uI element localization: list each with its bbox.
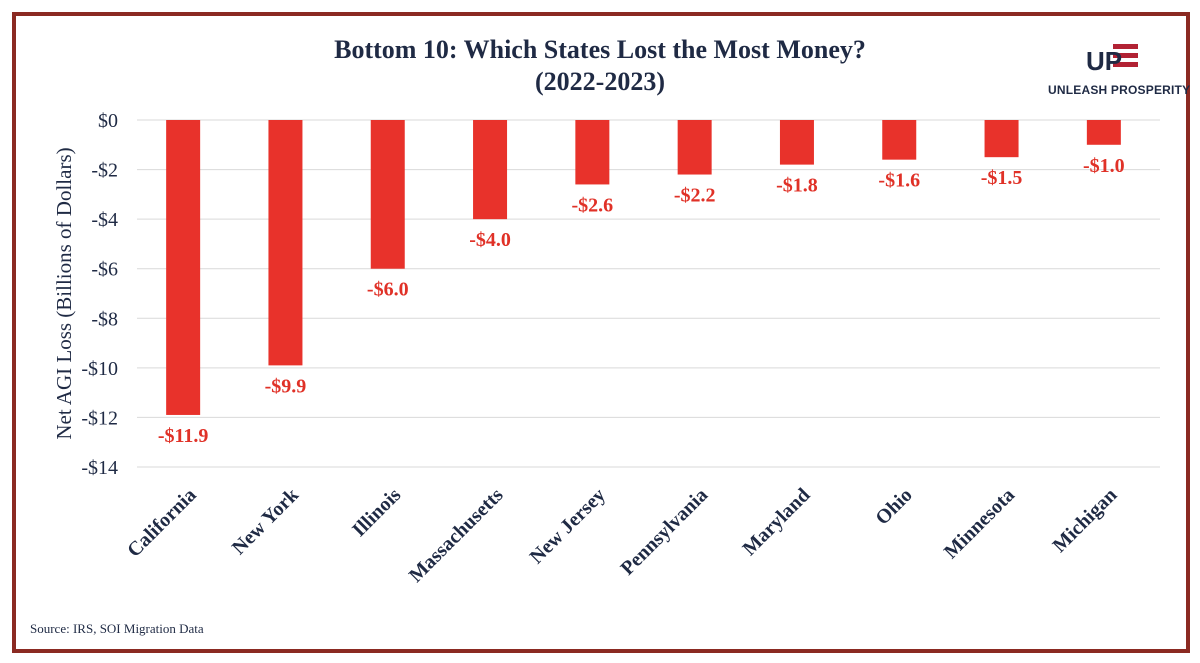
data-label: -$6.0 xyxy=(367,279,409,301)
bar xyxy=(268,120,303,366)
data-label: -$2.2 xyxy=(674,185,716,207)
x-tick-label: New York xyxy=(228,483,304,559)
logo-mark-text: UP xyxy=(1086,46,1122,74)
y-tick-label: -$12 xyxy=(81,407,118,429)
y-axis-title: Net AGI Loss (Billions of Dollars) xyxy=(52,147,76,439)
bar xyxy=(779,120,814,165)
chart-frame xyxy=(12,12,1190,653)
y-tick-label: -$10 xyxy=(81,358,118,380)
x-tick-label: Ohio xyxy=(871,484,916,529)
up-flag-icon: UP xyxy=(1086,44,1138,74)
bar xyxy=(1086,120,1121,145)
logo-wordmark: UNLEASH PROSPERITY xyxy=(1048,83,1191,97)
x-tick-label: Minnesota xyxy=(940,484,1019,563)
data-label: -$1.8 xyxy=(776,175,818,197)
x-tick-label: New Jersey xyxy=(526,484,610,568)
x-tick-label: Maryland xyxy=(738,484,814,560)
y-tick-label: -$8 xyxy=(91,308,118,330)
data-label: -$9.9 xyxy=(265,375,307,397)
data-label: -$1.5 xyxy=(981,167,1023,189)
bar xyxy=(166,120,201,415)
chart-subtitle: (2022-2023) xyxy=(535,67,665,96)
chart-title-main: Bottom 10: Which States Lost the Most Mo… xyxy=(334,35,866,64)
data-label: -$11.9 xyxy=(158,425,209,447)
y-tick-label: -$14 xyxy=(81,457,118,479)
source-note: Source: IRS, SOI Migration Data xyxy=(30,621,204,636)
bar xyxy=(473,120,508,220)
y-tick-label: -$4 xyxy=(91,209,118,231)
chart-title: Bottom 10: Which States Lost the Most Mo… xyxy=(0,34,1200,98)
x-tick-label: Michigan xyxy=(1048,484,1121,557)
bar xyxy=(677,120,712,175)
bar xyxy=(370,120,405,269)
data-label: -$4.0 xyxy=(469,229,511,251)
x-tick-label: Illinois xyxy=(348,484,405,541)
data-label: -$1.6 xyxy=(878,170,920,192)
y-tick-label: -$2 xyxy=(91,160,118,182)
bar xyxy=(575,120,610,185)
x-tick-label: California xyxy=(123,484,201,562)
y-tick-label: $0 xyxy=(98,110,118,132)
x-tick-label: Massachusetts xyxy=(405,484,508,587)
data-label: -$1.0 xyxy=(1083,155,1125,177)
bar xyxy=(984,120,1019,158)
bar xyxy=(882,120,917,160)
x-tick-label: Pennsylvania xyxy=(616,484,712,580)
data-label: -$2.6 xyxy=(572,194,614,216)
y-tick-label: -$6 xyxy=(91,259,118,281)
unleash-prosperity-logo: UP UNLEASH PROSPERITY xyxy=(1048,40,1191,100)
